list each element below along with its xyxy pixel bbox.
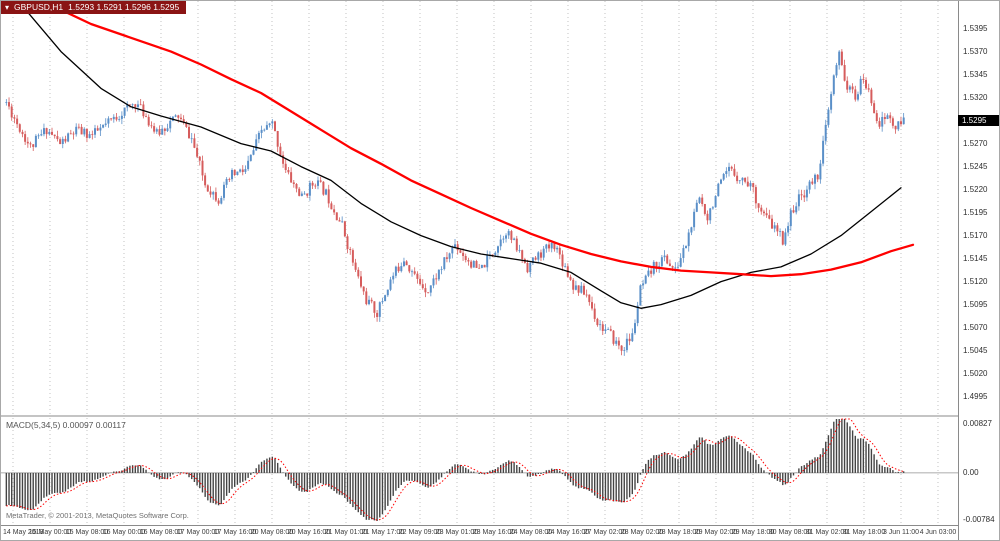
time-label: 15 May 00:00 xyxy=(28,529,72,536)
time-label: 23 May 01:00 xyxy=(435,529,479,536)
time-label: 29 May 18:00 xyxy=(731,529,775,536)
time-label: 31 May 02:00 xyxy=(805,529,849,536)
time-axis[interactable]: 14 May 2013 15 May 00:00 15 May 08:00 16 Ma… xyxy=(1,526,958,540)
time-label: 20 May 08:00 xyxy=(250,529,294,536)
price-axis[interactable]: 0.00827 0.00 -0.00784 1.5395 1.5370 1.5345… xyxy=(958,1,999,540)
time-label: 23 May 16:00 xyxy=(472,529,516,536)
time-label: 31 May 18:00 xyxy=(842,529,886,536)
time-label: 27 May 02:00 xyxy=(583,529,627,536)
macd-axis-label-zero: 0.00 xyxy=(963,468,979,477)
time-label: 16 May 00:00 xyxy=(102,529,146,536)
macd-axis-label-top: 0.00827 xyxy=(963,419,992,428)
time-label: 28 May 18:00 xyxy=(657,529,701,536)
time-label: 22 May 09:00 xyxy=(398,529,442,536)
price-tick-label: 1.5045 xyxy=(963,345,988,355)
current-price-badge: 1.5295 xyxy=(958,115,999,127)
dropdown-arrow-icon: ▾ xyxy=(5,3,10,12)
price-tick-label: 1.5120 xyxy=(963,276,988,286)
time-label: 21 May 17:00 xyxy=(361,529,405,536)
time-label: 24 May 08:00 xyxy=(509,529,553,536)
symbol-timeframe-label: GBPUSD,H1 xyxy=(14,2,64,12)
symbol-quote-strip[interactable]: ▾ GBPUSD,H1 1.5293 1.5291 1.5296 1.5295 xyxy=(1,1,187,14)
time-label: 20 May 16:00 xyxy=(287,529,331,536)
price-tick-label: 1.5020 xyxy=(963,368,988,378)
price-tick-label: 1.5095 xyxy=(963,299,988,309)
time-label: 4 Jun 03:00 xyxy=(919,529,957,536)
price-tick-label: 1.5270 xyxy=(963,138,988,148)
time-label: 17 May 16:00 xyxy=(213,529,257,536)
price-tick-label: 1.5345 xyxy=(963,69,988,79)
price-tick-label: 1.5070 xyxy=(963,322,988,332)
time-label: 14 May 2013 xyxy=(3,529,44,536)
price-tick-label: 1.5195 xyxy=(963,207,988,217)
price-tick-label: 1.4995 xyxy=(963,391,988,401)
time-label: 30 May 08:00 xyxy=(768,529,812,536)
time-label: 21 May 01:00 xyxy=(324,529,368,536)
time-label: 28 May 02:00 xyxy=(620,529,664,536)
time-label: 24 May 16:00 xyxy=(546,529,590,536)
price-tick-label: 1.5220 xyxy=(963,184,988,194)
copyright-text: MetaTrader, © 2001-2013, MetaQuotes Soft… xyxy=(6,511,189,520)
indicator-label: MACD(5,34,5) 0.00097 0.00117 xyxy=(6,420,126,430)
macd-axis-label-bottom: -0.00784 xyxy=(963,515,995,524)
price-tick-label: 1.5245 xyxy=(963,161,988,171)
time-label: 29 May 02:00 xyxy=(694,529,738,536)
time-label: 16 May 08:00 xyxy=(139,529,183,536)
price-tick-label: 1.5320 xyxy=(963,92,988,102)
price-tick-label: 1.5370 xyxy=(963,46,988,56)
price-tick-label: 1.5395 xyxy=(963,23,988,33)
quote-ohlc-values: 1.5293 1.5291 1.5296 1.5295 xyxy=(68,2,180,12)
time-label: 3 Jun 11:00 xyxy=(882,529,920,536)
price-tick-label: 1.5170 xyxy=(963,230,988,240)
time-label: 15 May 08:00 xyxy=(65,529,109,536)
time-label: 17 May 00:00 xyxy=(176,529,220,536)
price-tick-label: 1.5145 xyxy=(963,253,988,263)
